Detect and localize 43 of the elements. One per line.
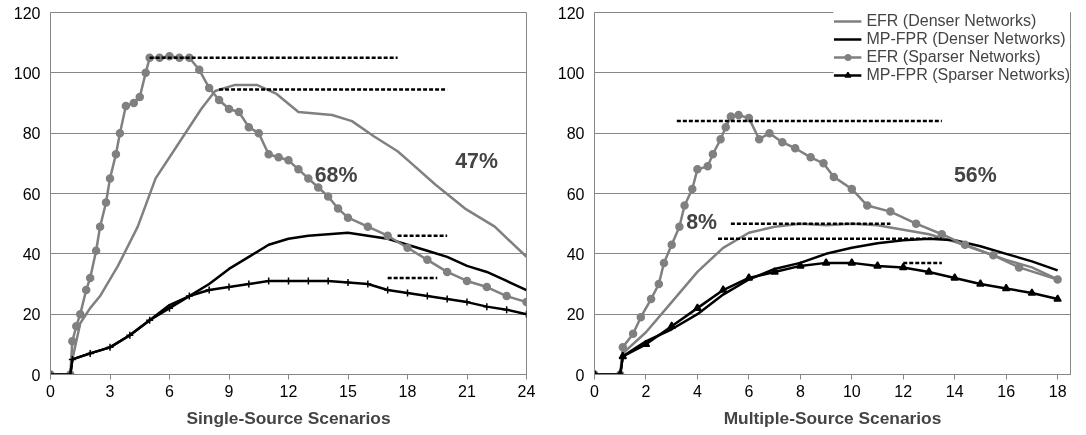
x-tick-label: 15 bbox=[339, 382, 357, 400]
x-tick-label: 6 bbox=[165, 382, 175, 400]
y-tick-label: 0 bbox=[575, 366, 585, 384]
x-tick-label: 12 bbox=[279, 382, 298, 400]
y-tick-label: 120 bbox=[557, 4, 585, 22]
y-tick-label: 0 bbox=[31, 366, 41, 384]
y-tick-label: 120 bbox=[13, 4, 41, 22]
y-tick-label: 40 bbox=[566, 245, 585, 263]
x-tick-label: 2 bbox=[641, 382, 651, 400]
x-tick-label: 16 bbox=[997, 382, 1016, 400]
legend-label: EFR (Sparser Networks) bbox=[866, 48, 1041, 66]
annotation: 47% bbox=[455, 148, 498, 173]
y-tick-label: 80 bbox=[566, 125, 585, 143]
x-tick-label: 0 bbox=[590, 382, 600, 400]
y-tick-label: 100 bbox=[13, 64, 41, 82]
y-tick-label: 60 bbox=[566, 185, 585, 203]
x-axis-title: Multiple-Source Scenarios bbox=[723, 407, 942, 428]
y-tick-label: 100 bbox=[557, 64, 585, 82]
x-tick-label: 14 bbox=[945, 382, 964, 400]
x-tick-label: 8 bbox=[795, 382, 805, 400]
x-axis-title: Single-Source Scenarios bbox=[186, 407, 391, 428]
annotation: 8% bbox=[686, 210, 718, 235]
y-tick-label: 80 bbox=[22, 125, 41, 143]
y-tick-label: 40 bbox=[22, 245, 41, 263]
legend-label: MP-FPR (Denser Networks) bbox=[866, 30, 1066, 48]
y-tick-label: 20 bbox=[22, 306, 41, 324]
x-tick-label: 4 bbox=[692, 382, 702, 400]
y-tick-label: 20 bbox=[566, 306, 585, 324]
x-tick-label: 6 bbox=[744, 382, 754, 400]
x-tick-label: 0 bbox=[46, 382, 56, 400]
x-tick-label: 10 bbox=[842, 382, 861, 400]
x-tick-label: 9 bbox=[224, 382, 234, 400]
x-tick-label: 3 bbox=[105, 382, 115, 400]
annotation: 56% bbox=[953, 163, 997, 188]
legend-label: MP-FPR (Sparser Networks) bbox=[866, 66, 1070, 84]
x-tick-label: 18 bbox=[398, 382, 417, 400]
y-tick-label: 60 bbox=[22, 185, 41, 203]
legend-label: EFR (Denser Networks) bbox=[866, 12, 1037, 30]
x-tick-label: 24 bbox=[517, 382, 536, 400]
x-tick-label: 18 bbox=[1048, 382, 1067, 400]
x-tick-label: 12 bbox=[894, 382, 913, 400]
x-tick-label: 21 bbox=[458, 382, 476, 400]
annotation: 68% bbox=[314, 163, 358, 188]
